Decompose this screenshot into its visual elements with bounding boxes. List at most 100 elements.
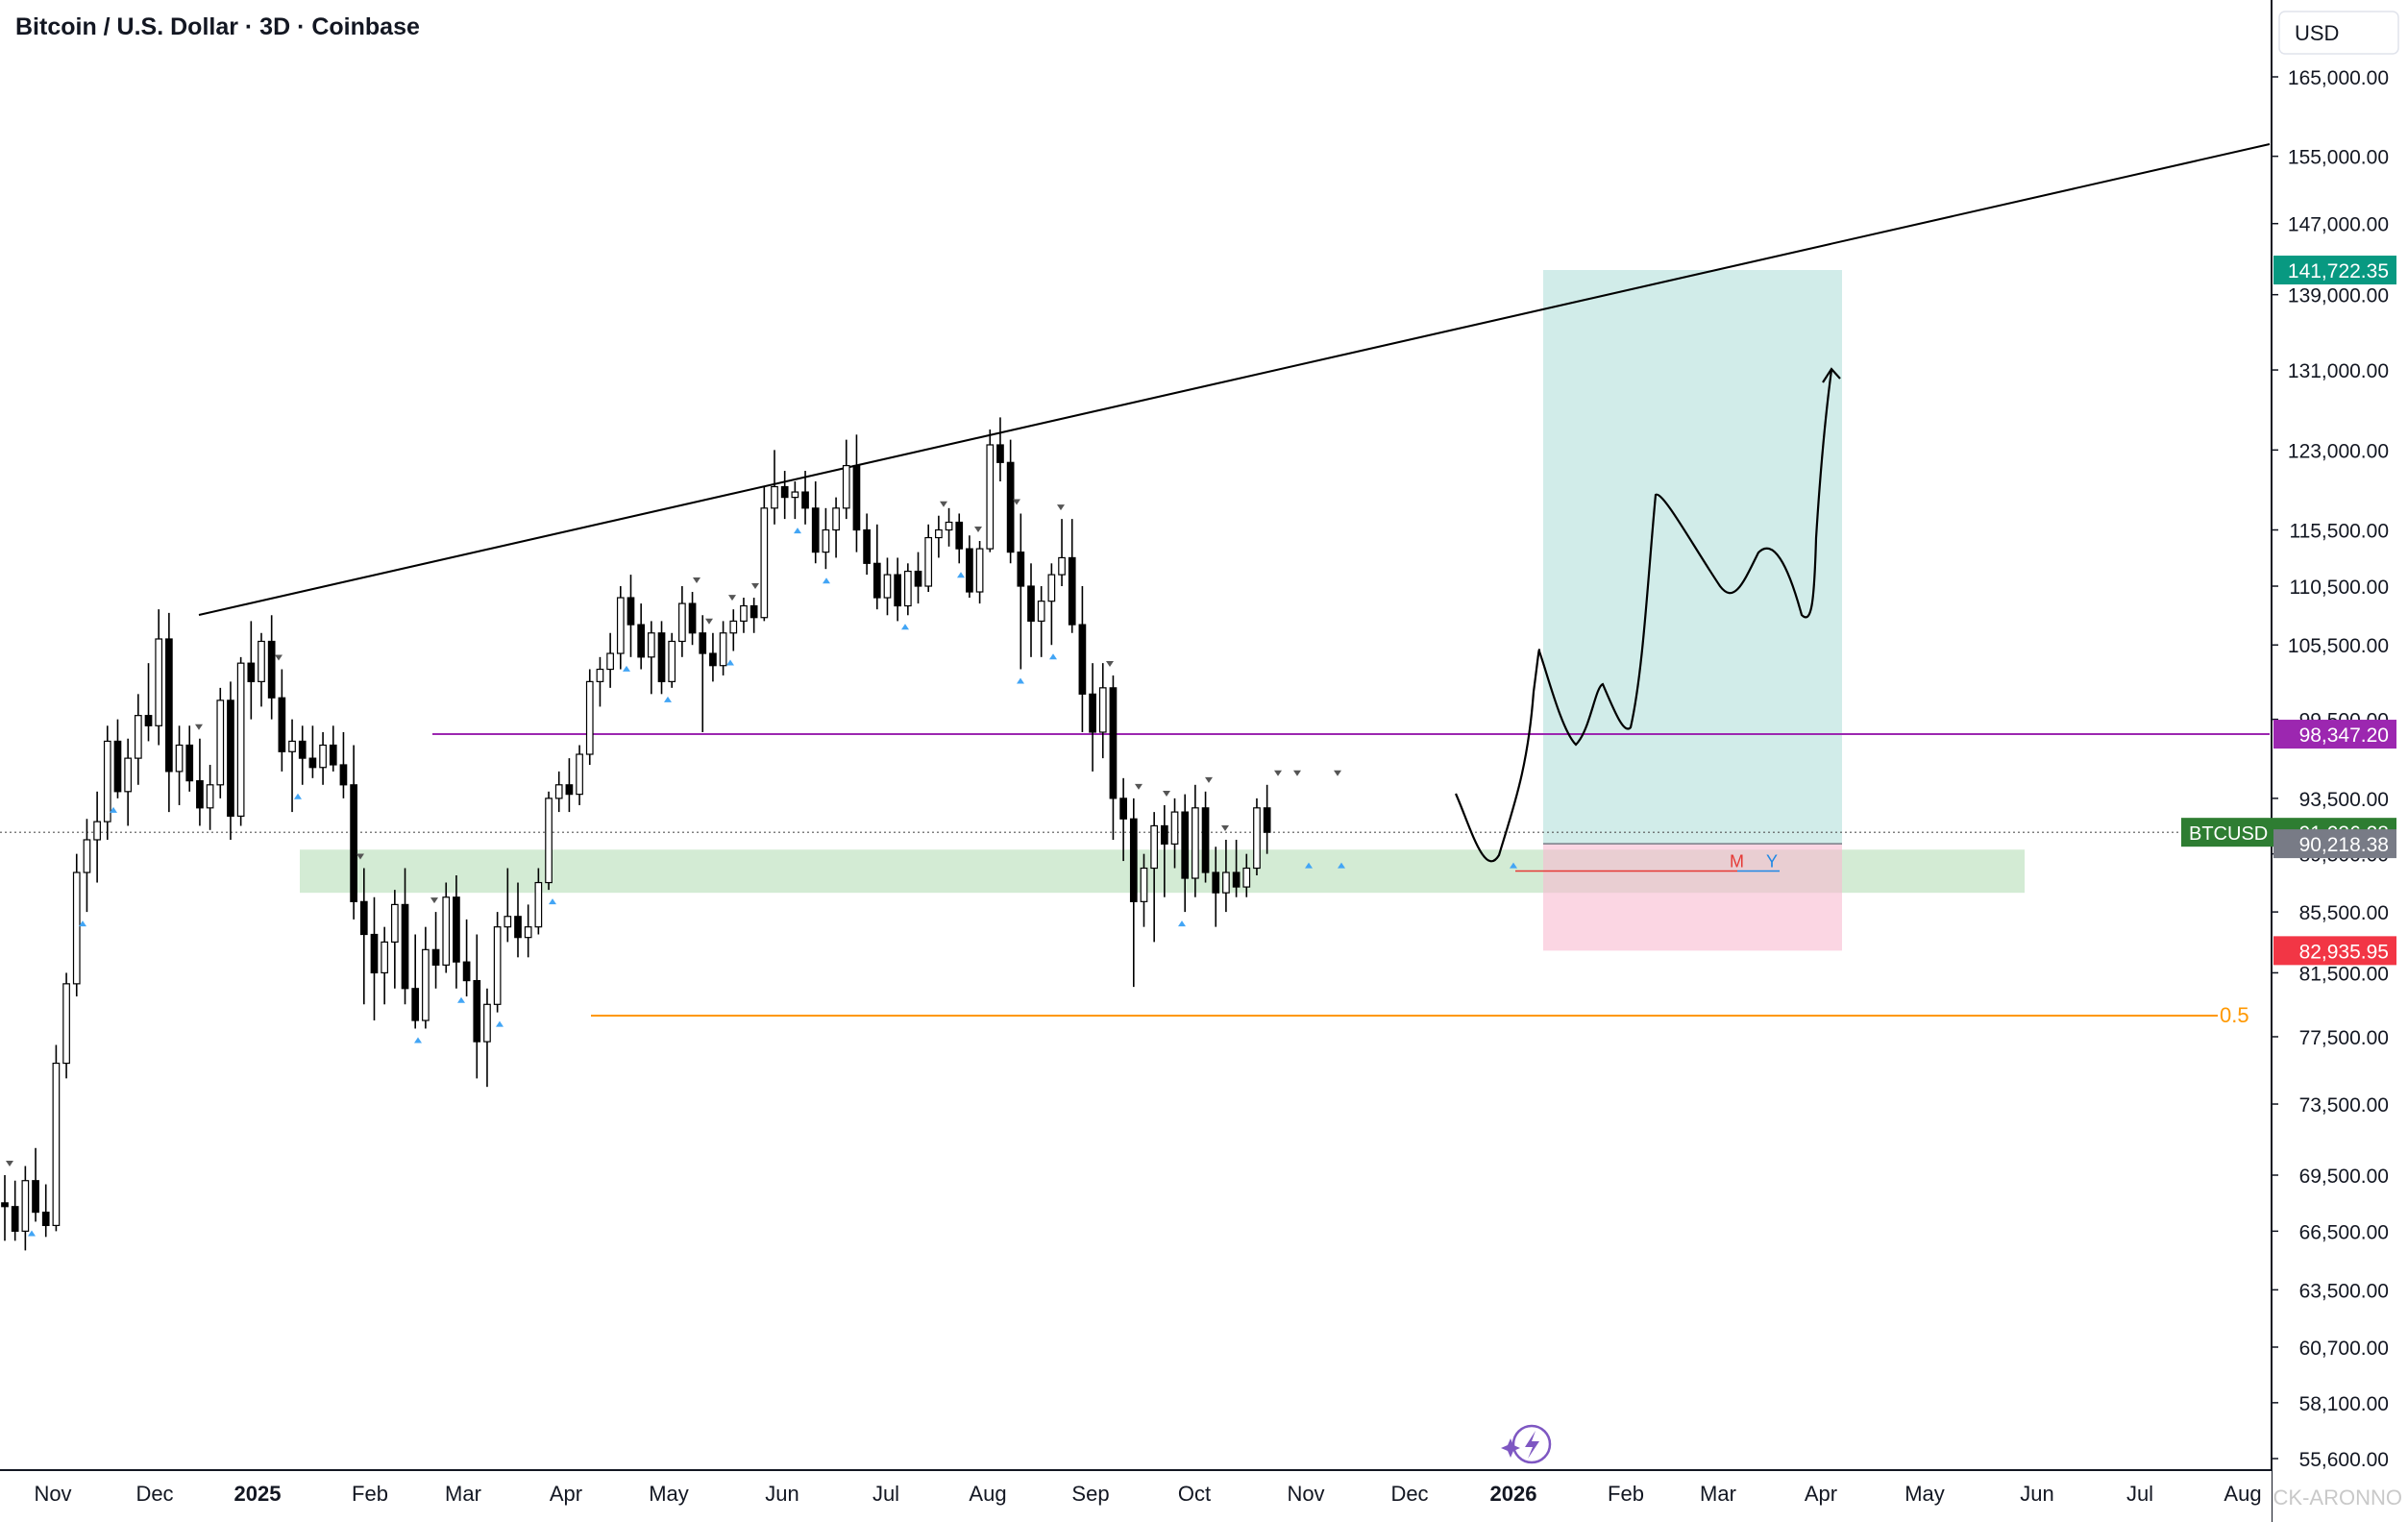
candle [872, 524, 881, 610]
candle [32, 1147, 39, 1222]
candle-body-down [165, 638, 173, 773]
time-tick-label: Jul [2126, 1482, 2153, 1506]
price-tick-label: 155,000.00 [2288, 147, 2389, 169]
candle-body-down [1212, 871, 1220, 894]
candle [1006, 439, 1015, 564]
candle [1222, 839, 1230, 913]
candle-body-down [185, 744, 194, 782]
time-tick-label: Aug [969, 1482, 1006, 1506]
candle-body-up [975, 548, 984, 593]
candle [1242, 853, 1251, 897]
marker-m-label: M [1730, 852, 1744, 871]
candle [1037, 586, 1045, 657]
candle [401, 868, 409, 1005]
candle [1058, 519, 1066, 587]
candle-body-up [390, 903, 399, 943]
candle-body-up [206, 784, 214, 809]
price-tick-label: 139,000.00 [2288, 285, 2389, 307]
pivot-high-marker [6, 1161, 13, 1167]
pivot-low-marker [457, 996, 465, 1003]
time-tick-label: Aug [2224, 1482, 2261, 1506]
candle [258, 632, 265, 707]
candle [966, 535, 973, 599]
pivot-high-marker [1293, 770, 1301, 776]
currency-label: USD [2295, 21, 2339, 45]
candle [144, 663, 153, 742]
pivot-high-marker [1057, 504, 1065, 511]
candle [216, 687, 225, 798]
candle [996, 417, 1004, 481]
price-tick-label: 115,500.00 [2289, 521, 2389, 543]
candle [945, 507, 953, 547]
candle-body-down [1068, 556, 1076, 626]
candle-body-up [842, 464, 850, 509]
candle [760, 486, 769, 622]
pivot-low-marker [414, 1037, 422, 1043]
candle-body-down [657, 632, 666, 682]
candle-body-down [996, 444, 1004, 463]
pivot-high-marker [693, 577, 700, 584]
candle [62, 972, 70, 1079]
candle [576, 745, 583, 805]
candle-body-down [1109, 687, 1118, 799]
candle [1253, 798, 1261, 876]
candle [113, 719, 122, 798]
overlay-layer: M Y 0.5 [6, 367, 2249, 1464]
candle-body-down [852, 464, 861, 531]
candle [1047, 563, 1056, 646]
watermark-text: CK-ARONNO [2273, 1485, 2402, 1510]
projection-arrowhead [1822, 367, 1841, 383]
drawings-layer [0, 143, 2271, 1017]
candle-body-down [370, 933, 379, 974]
price-tick-label: 63,500.00 [2299, 1280, 2389, 1302]
candle-body-up [771, 485, 778, 509]
candle [1212, 847, 1220, 927]
time-tick-label: Sep [1071, 1482, 1109, 1506]
pivot-low-marker [1017, 677, 1024, 684]
candle-body-down [1129, 818, 1138, 902]
candle-body-up [288, 740, 296, 752]
candle-body-down [298, 740, 307, 759]
candle [93, 791, 101, 883]
candle-body-up [1192, 807, 1199, 879]
candle [236, 656, 245, 826]
pivot-low-marker [79, 921, 86, 927]
candle [699, 615, 707, 732]
candle [935, 515, 943, 558]
candle [647, 621, 655, 695]
candle [1078, 586, 1087, 732]
candle [1150, 812, 1159, 943]
candle-body-down [462, 961, 471, 982]
candle [175, 725, 184, 805]
candle [431, 912, 440, 989]
candle [924, 524, 933, 593]
candle [709, 632, 717, 682]
candle [473, 934, 481, 1079]
candle [1119, 777, 1127, 862]
candle [771, 450, 778, 525]
price-tick-label: 110,500.00 [2289, 577, 2389, 599]
price-tick-label: 73,500.00 [2299, 1094, 2389, 1117]
marker-y-label: Y [1766, 852, 1778, 871]
pivot-low-marker [726, 659, 734, 666]
pivot-low-marker [823, 577, 830, 584]
candle-body-up [1222, 871, 1230, 894]
price-badge-stop [2273, 936, 2396, 966]
candle [975, 541, 984, 604]
candle [52, 1044, 61, 1232]
candle-body-up [647, 632, 655, 658]
currency-selector[interactable] [2278, 11, 2399, 55]
candle-body-up [1170, 811, 1179, 845]
pivot-low-marker [1049, 653, 1057, 660]
candle-body-down [196, 780, 204, 809]
zones-layer [300, 270, 2025, 951]
candle [678, 586, 686, 657]
candle-body-up [93, 821, 101, 841]
time-tick-label: Dec [1390, 1482, 1428, 1506]
candles-layer [1, 417, 1271, 1251]
lightning-icon [1501, 1424, 1552, 1464]
candle-body-down [966, 548, 973, 593]
candle [627, 575, 635, 657]
